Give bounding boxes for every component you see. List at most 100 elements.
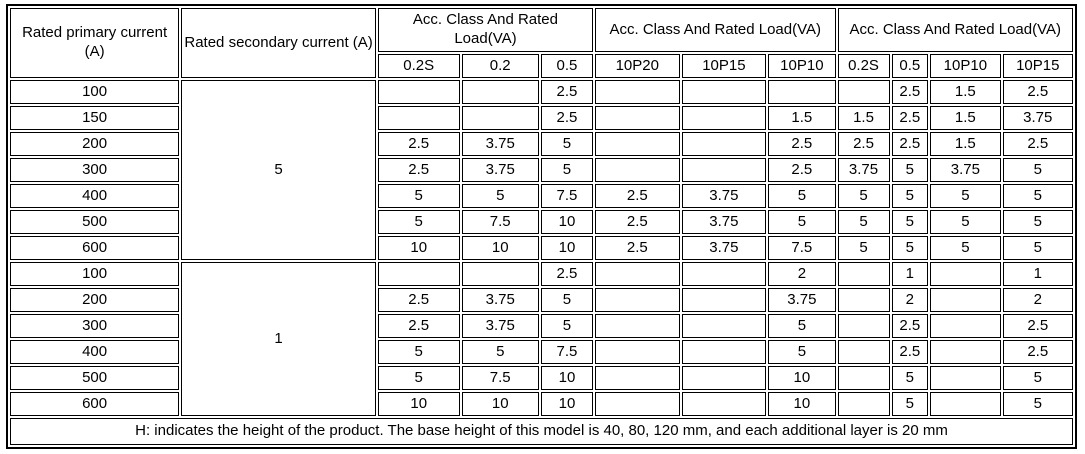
primary-current-cell: 300 — [10, 158, 180, 182]
load-value-cell: 2 — [1002, 288, 1073, 312]
load-value-cell: 2.5 — [594, 184, 680, 208]
load-value-cell: 3.75 — [930, 158, 1001, 182]
load-value-cell: 5 — [768, 210, 836, 234]
subheader-acc-class-cell: 10P10 — [768, 54, 836, 78]
load-value-cell: 10 — [540, 210, 593, 234]
load-value-cell — [594, 392, 680, 416]
load-value-cell: 5 — [837, 184, 890, 208]
group-header-row: Rated primary current (A) Rated secondar… — [10, 8, 1073, 78]
load-value-cell: 5 — [930, 184, 1001, 208]
load-value-cell — [461, 262, 539, 286]
table-row: 600 10 10 10 2.5 3.75 7.5 5 5 5 5 — [10, 236, 1073, 260]
load-value-cell: 7.5 — [461, 366, 539, 390]
load-value-cell: 2.5 — [540, 80, 593, 104]
load-value-cell: 10 — [540, 392, 593, 416]
load-value-cell — [837, 392, 890, 416]
subheader-acc-class-cell: 10P10 — [930, 54, 1001, 78]
load-value-cell — [837, 288, 890, 312]
current-transformer-rating-table: Rated primary current (A) Rated secondar… — [6, 4, 1077, 449]
load-value-cell — [930, 340, 1001, 364]
load-value-cell — [594, 132, 680, 156]
load-value-cell — [930, 314, 1001, 338]
load-value-cell: 3.75 — [461, 314, 539, 338]
load-value-cell: 2.5 — [1002, 132, 1073, 156]
load-value-cell — [594, 158, 680, 182]
load-value-cell: 1.5 — [930, 106, 1001, 130]
table-row: 300 2.5 3.75 5 2.5 3.75 5 3.75 5 — [10, 158, 1073, 182]
subheader-acc-class-cell: 0.5 — [540, 54, 593, 78]
load-value-cell: 2.5 — [377, 288, 460, 312]
table-row: 200 2.5 3.75 5 2.5 2.5 2.5 1.5 2.5 — [10, 132, 1073, 156]
load-value-cell: 2.5 — [891, 132, 929, 156]
load-value-cell: 5 — [377, 340, 460, 364]
table-row: 400 5 5 7.5 2.5 3.75 5 5 5 5 5 — [10, 184, 1073, 208]
load-value-cell: 1.5 — [930, 132, 1001, 156]
load-value-cell: 2.5 — [1002, 80, 1073, 104]
load-value-cell: 3.75 — [461, 158, 539, 182]
load-value-cell — [681, 262, 767, 286]
load-value-cell: 5 — [891, 392, 929, 416]
load-value-cell: 2.5 — [377, 132, 460, 156]
load-value-cell: 3.75 — [768, 288, 836, 312]
load-value-cell: 5 — [891, 184, 929, 208]
table-row: 100 5 2.5 2.5 1.5 2.5 — [10, 80, 1073, 260]
subheader-acc-class-cell: 0.5 — [891, 54, 929, 78]
table-row: 100 1 2.5 2 1 1 — [10, 262, 1073, 416]
load-value-cell: 1 — [891, 262, 929, 286]
load-value-cell: 5 — [837, 236, 890, 260]
load-value-cell: 5 — [1002, 236, 1073, 260]
load-value-cell: 3.75 — [461, 288, 539, 312]
load-value-cell: 10 — [377, 236, 460, 260]
subheader-acc-class-cell: 10P20 — [594, 54, 680, 78]
load-value-cell — [461, 106, 539, 130]
load-value-cell — [594, 80, 680, 104]
load-value-cell — [681, 366, 767, 390]
load-value-cell: 2.5 — [768, 132, 836, 156]
primary-current-cell: 500 — [10, 366, 180, 390]
load-value-cell — [681, 288, 767, 312]
load-value-cell: 2 — [891, 288, 929, 312]
header-rated-primary-current: Rated primary current (A) — [10, 8, 180, 78]
load-value-cell: 5 — [1002, 158, 1073, 182]
table-row: 500 5 7.5 10 10 5 5 — [10, 366, 1073, 390]
load-value-cell: 10 — [768, 366, 836, 390]
load-value-cell — [837, 262, 890, 286]
table-row: 500 5 7.5 10 2.5 3.75 5 5 5 5 5 — [10, 210, 1073, 234]
load-value-cell: 5 — [768, 184, 836, 208]
load-value-cell — [930, 288, 1001, 312]
load-value-cell: 5 — [930, 236, 1001, 260]
primary-current-cell: 400 — [10, 184, 180, 208]
table-footnote: H: indicates the height of the product. … — [10, 418, 1073, 445]
load-value-cell: 10 — [768, 392, 836, 416]
load-value-cell: 2.5 — [891, 340, 929, 364]
load-value-cell: 3.75 — [461, 132, 539, 156]
load-value-cell: 5 — [377, 184, 460, 208]
load-value-cell: 5 — [891, 236, 929, 260]
footnote-row: H: indicates the height of the product. … — [10, 418, 1073, 445]
secondary-current-cell: 5 — [181, 80, 376, 260]
load-value-cell: 7.5 — [540, 184, 593, 208]
load-value-cell: 2.5 — [768, 158, 836, 182]
load-value-cell: 2 — [768, 262, 836, 286]
primary-current-cell: 300 — [10, 314, 180, 338]
load-value-cell: 1 — [1002, 262, 1073, 286]
header-acc-class-group-3: Acc. Class And Rated Load(VA) — [837, 8, 1073, 52]
subheader-acc-class-cell: 10P15 — [681, 54, 767, 78]
primary-current-cell: 600 — [10, 392, 180, 416]
load-value-cell: 5 — [540, 158, 593, 182]
load-value-cell — [837, 80, 890, 104]
load-value-cell — [681, 106, 767, 130]
load-value-cell — [377, 262, 460, 286]
load-value-cell — [681, 158, 767, 182]
load-value-cell: 5 — [837, 210, 890, 234]
load-value-cell — [837, 366, 890, 390]
table-row: 400 5 5 7.5 5 2.5 2.5 — [10, 340, 1073, 364]
table-row: 600 10 10 10 10 5 5 — [10, 392, 1073, 416]
primary-current-cell: 200 — [10, 132, 180, 156]
load-value-cell — [681, 392, 767, 416]
load-value-cell: 2.5 — [540, 262, 593, 286]
header-acc-class-group-2: Acc. Class And Rated Load(VA) — [594, 8, 836, 52]
load-value-cell: 5 — [461, 184, 539, 208]
load-value-cell: 5 — [930, 210, 1001, 234]
load-value-cell: 10 — [540, 366, 593, 390]
